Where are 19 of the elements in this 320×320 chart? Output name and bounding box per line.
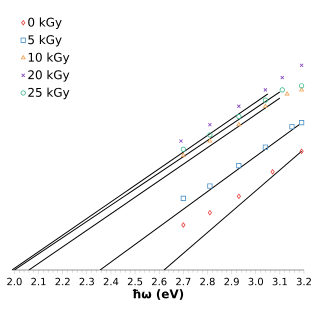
x-axis-title: ħω (eV) <box>132 289 184 300</box>
x-tick-label: 2.9 <box>224 278 239 286</box>
x-tick-label: 2.7 <box>176 278 190 286</box>
legend-label: 5 kGy <box>28 34 62 47</box>
legend-label: 10 kGy <box>28 52 70 64</box>
x-tick-label: 2.3 <box>80 278 94 286</box>
legend-label: 25 kGy <box>28 88 70 100</box>
x-tick-label: 3.2 <box>296 278 311 286</box>
x-tick-label: 2.6 <box>152 278 167 286</box>
x-tick-label: 2.4 <box>104 278 118 286</box>
x-tick-label: 3.1 <box>272 278 287 286</box>
x-tick-label: 2.8 <box>200 278 215 286</box>
legend-label: 0 kGy <box>28 17 62 29</box>
x-tick-label: 2.0 <box>7 278 22 286</box>
x-tick-label: 2.2 <box>55 278 70 286</box>
x-tick-label: 3.0 <box>248 278 264 286</box>
legend-label: 20 kGy <box>28 70 70 82</box>
x-tick-label: 2.1 <box>31 278 46 286</box>
x-tick-label: 2.5 <box>128 278 142 286</box>
